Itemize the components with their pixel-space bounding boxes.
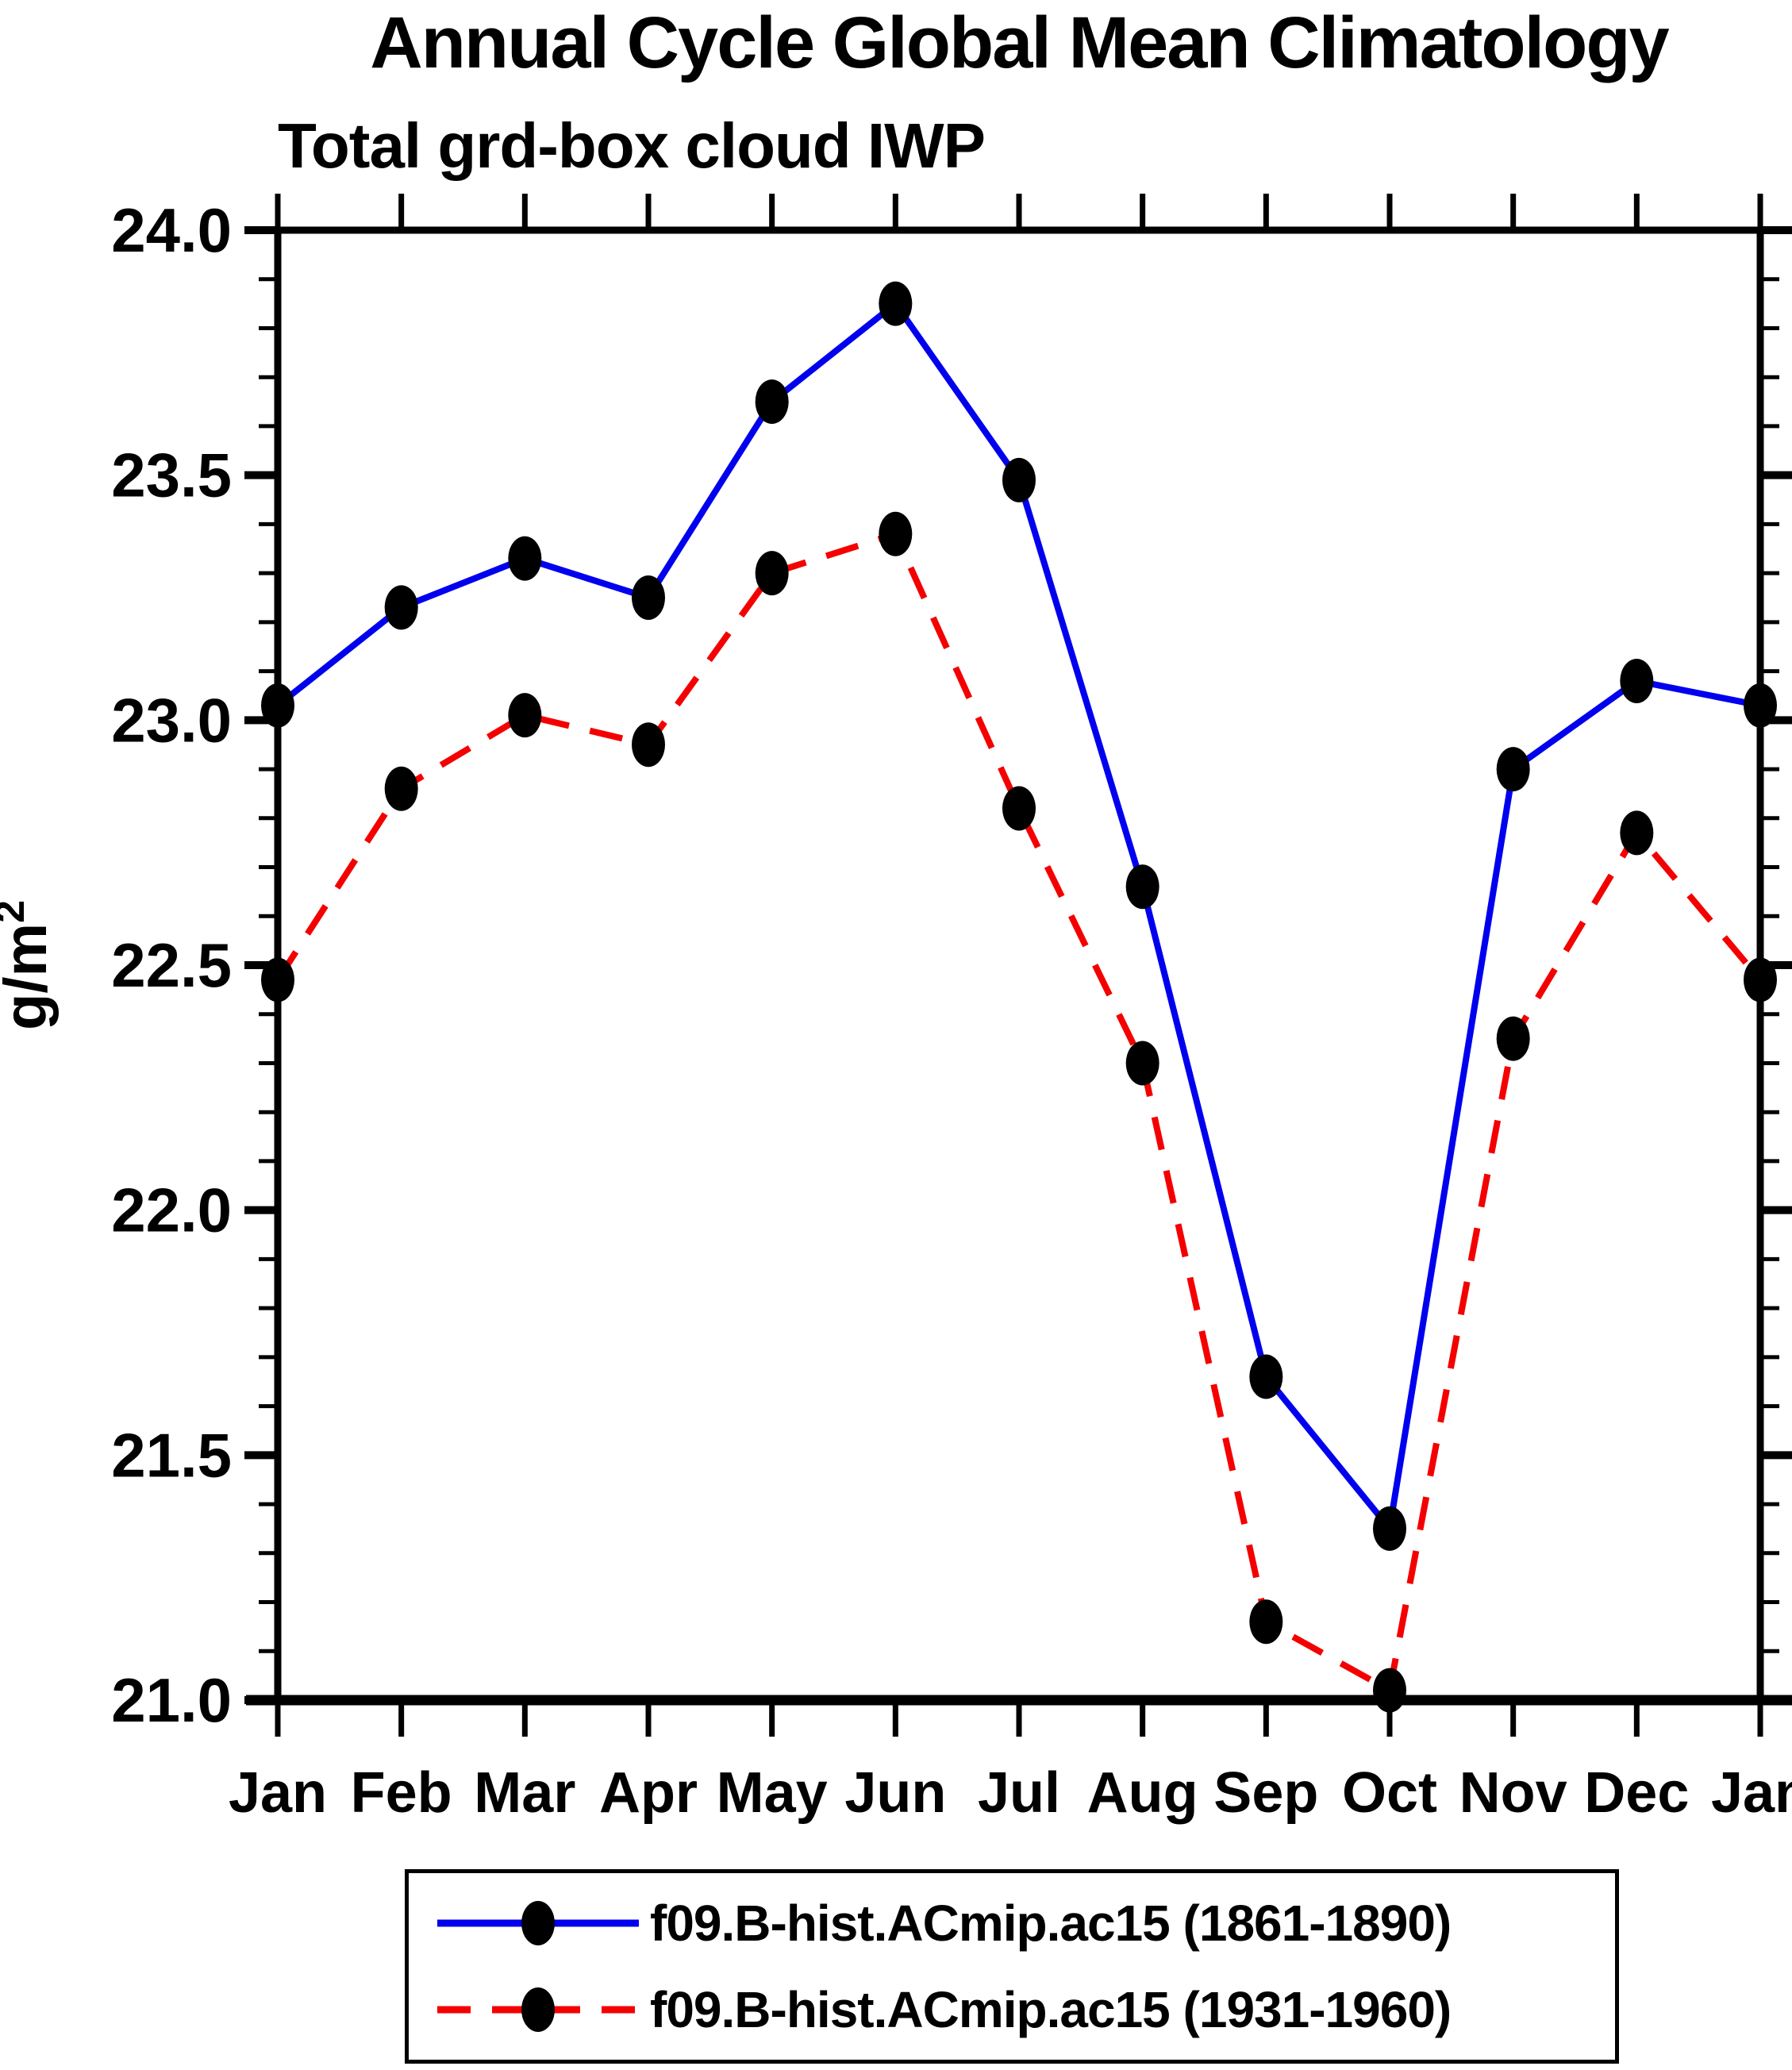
data-marker — [1249, 1599, 1283, 1645]
x-tick-label: Apr — [599, 1761, 698, 1825]
legend-item-label: f09.B-hist.ACmip.ac15 (1931-1960) — [650, 1980, 1452, 2038]
data-marker — [1373, 1668, 1406, 1713]
x-tick-label: Jun — [844, 1761, 946, 1825]
legend-item: f09.B-hist.ACmip.ac15 (1861-1890) — [434, 1887, 1615, 1959]
data-marker — [1125, 1041, 1159, 1086]
data-marker — [879, 511, 913, 556]
y-tick-label: 24.0 — [111, 195, 232, 265]
legend-line-solid-icon — [437, 1901, 639, 1946]
legend-marker-icon — [521, 1901, 555, 1946]
legend-item-label: f09.B-hist.ACmip.ac15 (1861-1890) — [650, 1895, 1452, 1953]
y-tick-label: 23.0 — [111, 685, 232, 755]
x-tick-label: Nov — [1459, 1761, 1567, 1825]
data-marker — [1496, 747, 1530, 792]
x-tick-label: Oct — [1342, 1761, 1437, 1825]
legend-box: f09.B-hist.ACmip.ac15 (1861-1890) f09.B-… — [405, 1869, 1619, 2064]
chart-subtitle: Total grd-box cloud IWP — [278, 110, 986, 181]
x-tick-label: Jul — [978, 1761, 1060, 1825]
data-marker — [1002, 457, 1036, 502]
data-marker — [632, 575, 665, 620]
x-tick-label: Dec — [1584, 1761, 1689, 1825]
data-marker — [1373, 1506, 1406, 1551]
data-marker — [1620, 658, 1654, 703]
legend-line-dashed-icon — [437, 1987, 639, 2032]
data-marker — [1744, 683, 1777, 728]
data-marker — [508, 693, 542, 738]
x-tick-label: Mar — [474, 1761, 575, 1825]
data-marker — [261, 957, 294, 1002]
data-marker — [1002, 786, 1036, 831]
data-marker — [1744, 957, 1777, 1002]
y-tick-label: 21.0 — [111, 1665, 232, 1735]
x-tick-label: Feb — [351, 1761, 452, 1825]
x-tick-label: Jan — [229, 1761, 327, 1825]
data-marker — [755, 379, 789, 425]
data-marker — [755, 551, 789, 596]
chart-title: Annual Cycle Global Mean Climatology — [370, 2, 1669, 83]
x-tick-label: Aug — [1087, 1761, 1198, 1825]
y-tick-label: 22.5 — [111, 930, 232, 1000]
data-marker — [1249, 1354, 1283, 1399]
y-tick-label: 21.5 — [111, 1420, 232, 1490]
data-marker — [384, 766, 418, 811]
data-marker — [508, 536, 542, 581]
data-marker — [632, 722, 665, 768]
series-line-1931-1960 — [275, 530, 1763, 1694]
y-axis-label: g/m2 — [0, 900, 60, 1030]
legend-item: f09.B-hist.ACmip.ac15 (1931-1960) — [434, 1974, 1615, 2045]
y-tick-label: 23.5 — [111, 441, 232, 510]
data-marker — [384, 585, 418, 630]
data-marker — [1125, 864, 1159, 910]
legend-marker-icon — [521, 1987, 555, 2032]
x-tick-label: Sep — [1213, 1761, 1318, 1825]
data-marker — [1496, 1016, 1530, 1061]
data-marker — [879, 281, 913, 326]
data-marker — [1620, 810, 1654, 856]
x-tick-label: May — [717, 1761, 828, 1825]
x-tick-label: Jan — [1711, 1761, 1792, 1825]
data-marker — [261, 683, 294, 728]
y-tick-label: 22.0 — [111, 1175, 232, 1245]
